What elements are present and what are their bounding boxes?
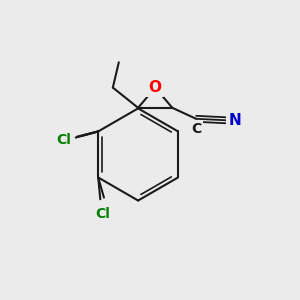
Text: Cl: Cl bbox=[56, 133, 71, 147]
Text: Cl: Cl bbox=[95, 207, 110, 221]
Text: N: N bbox=[228, 113, 241, 128]
Text: C: C bbox=[191, 122, 201, 136]
Text: O: O bbox=[149, 80, 162, 95]
